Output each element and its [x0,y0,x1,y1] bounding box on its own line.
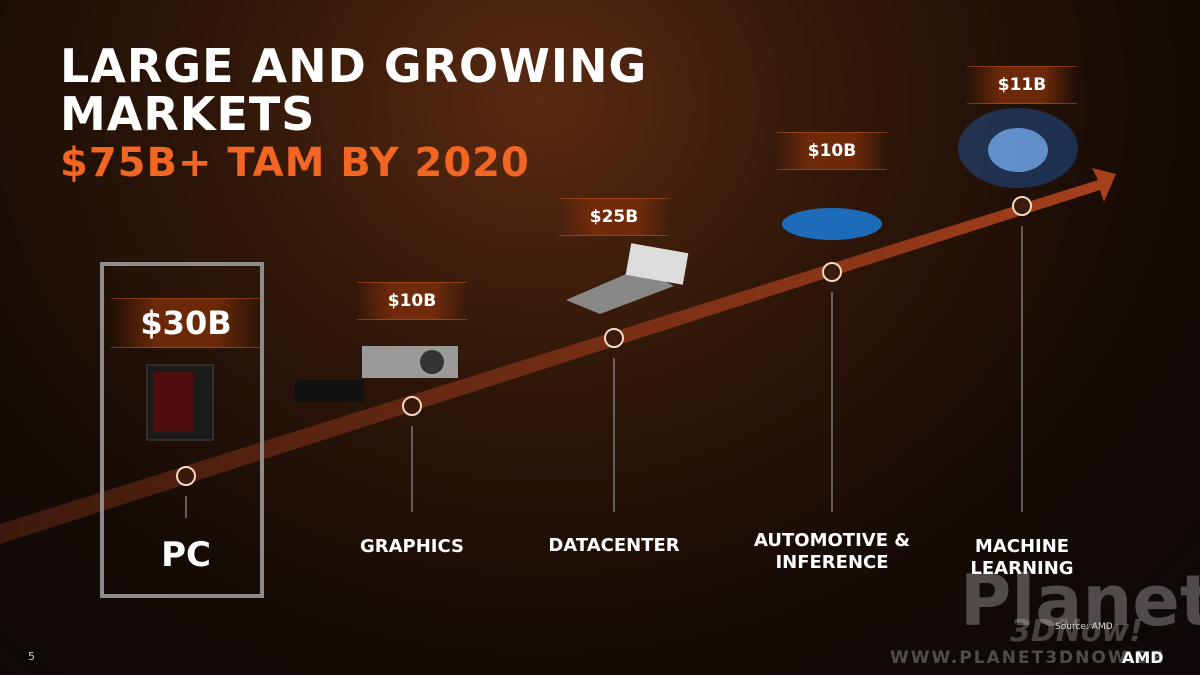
car-image [782,208,882,240]
server-image [566,268,674,314]
milestone [1012,196,1032,216]
market-value: $25B [559,198,669,236]
milestone [402,396,422,416]
market-value: $10B [357,282,467,320]
pc-image-detail [153,372,193,432]
market-label: GRAPHICS [359,536,465,557]
source: Source: AMD [1055,622,1113,632]
subtitle: $75B+ TAM BY 2020 [60,140,530,186]
market-label: PC [161,535,211,575]
milestone [176,466,196,486]
watermark-name: Planet [960,560,1200,642]
market-value: $11B [967,66,1077,104]
growth-arrow [0,168,1116,544]
watermark-url: WWW.PLANET3DNOW.DE [890,648,1166,668]
milestone [822,262,842,282]
market-label: AUTOMOTIVE & INFERENCE [754,530,910,573]
market-label: MACHINE LEARNING [970,536,1074,579]
page-number: 5 [28,650,35,663]
console-image [294,380,364,402]
market-value: $10B [777,132,887,170]
market-value: $30B [111,298,261,348]
gpu-fan [420,350,444,374]
cpu-image [625,243,689,285]
brain-image [988,128,1048,172]
watermark-tagline: 3DNow! [1010,614,1143,649]
market-label: DATACENTER [548,535,680,556]
highlight-box [100,262,264,598]
milestone [604,328,624,348]
logo: AMD [1122,648,1164,667]
title: LARGE AND GROWING MARKETS [60,39,648,141]
